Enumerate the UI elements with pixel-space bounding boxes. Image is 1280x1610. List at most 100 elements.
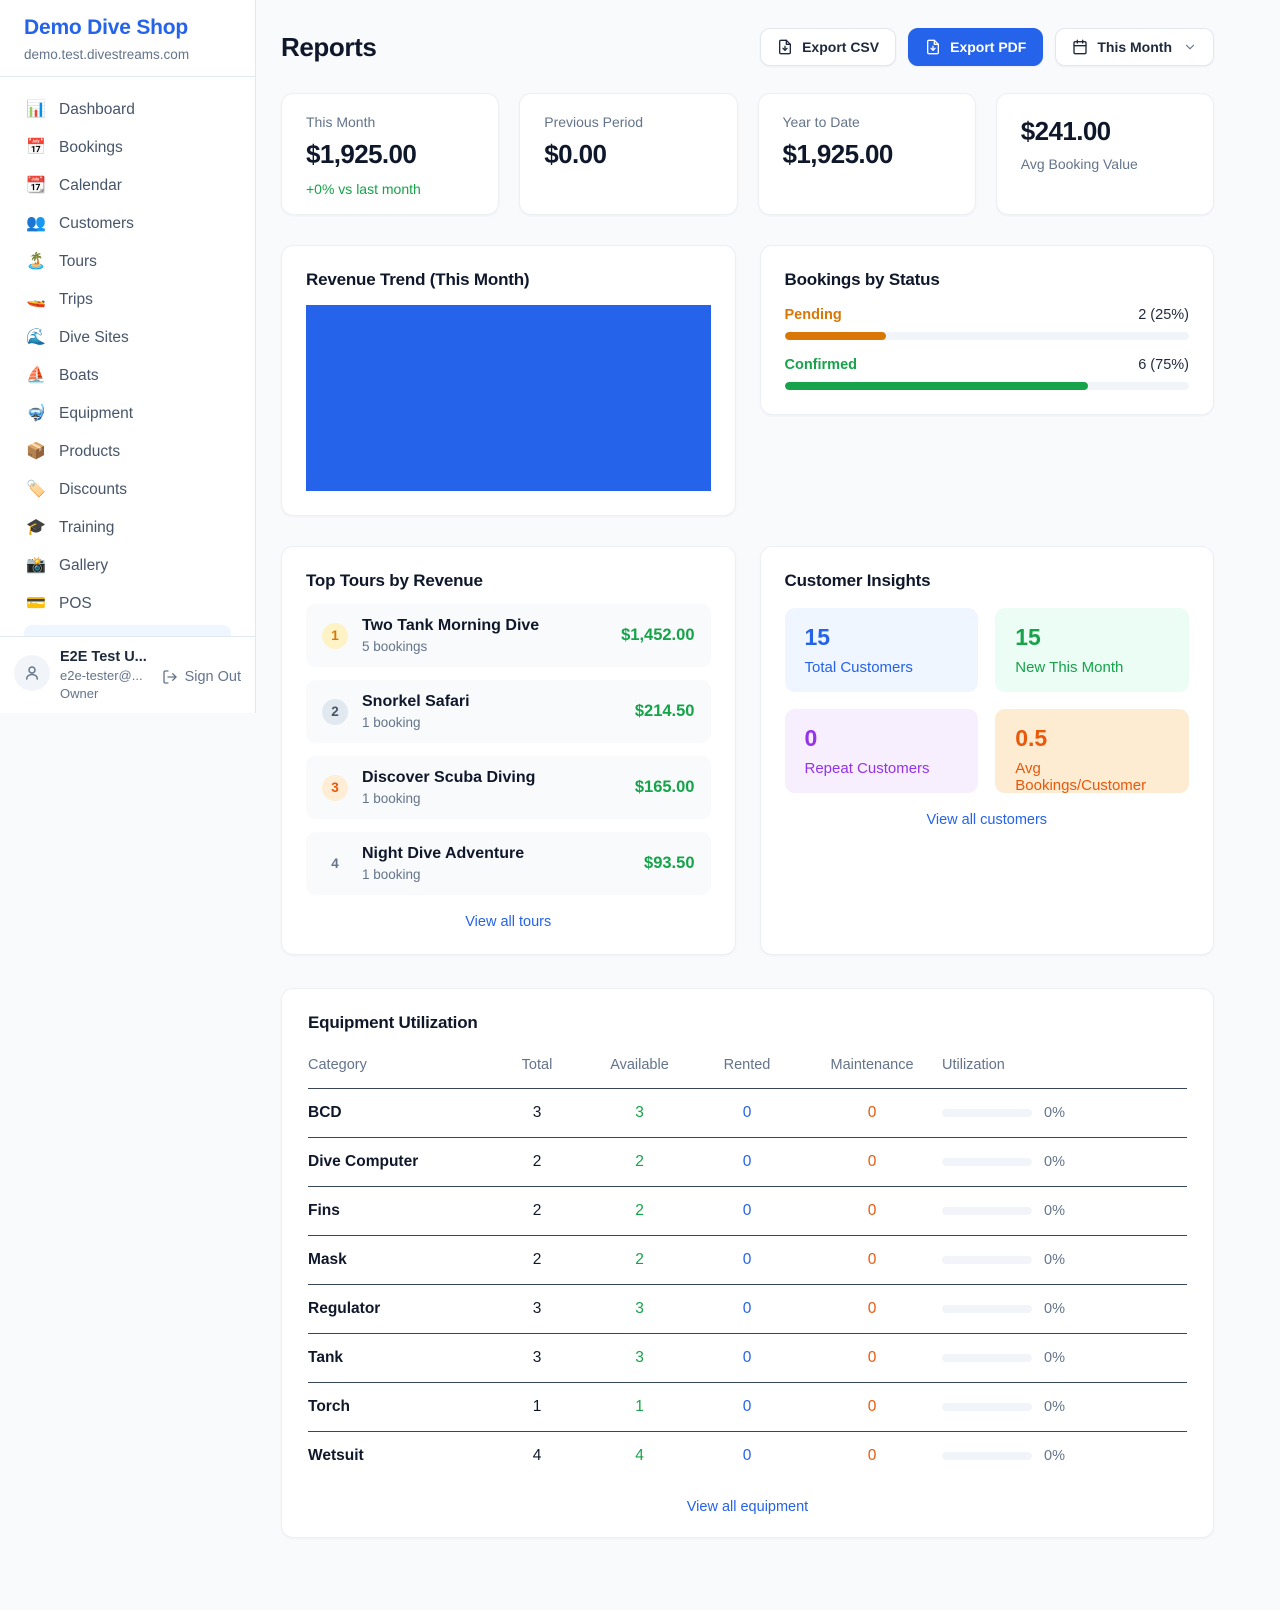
stat-label: Avg Booking Value	[1020, 156, 1138, 172]
tour-bookings: 1 booking	[362, 715, 421, 730]
sidebar-item-discounts[interactable]: 🏷️ Discounts	[12, 471, 243, 509]
stat-card-year-to-date: Year to Date $1,925.00	[757, 93, 976, 215]
period-dropdown[interactable]: This Month	[1055, 28, 1214, 66]
utilization-bar	[942, 1403, 1032, 1411]
cell-utilization: 0%	[942, 1186, 1187, 1236]
cell-maintenance: 0	[802, 1333, 942, 1383]
sidebar-item-calendar[interactable]: 📆 Calendar	[12, 167, 243, 205]
cell-total: 3	[487, 1284, 587, 1334]
revenue-trend-card: Revenue Trend (This Month)	[281, 245, 736, 516]
sidebar-item-label: POS	[59, 595, 92, 612]
col-category: Category	[308, 1047, 487, 1089]
stat-value: $0.00	[544, 139, 607, 169]
sidebar-item-boats[interactable]: ⛵ Boats	[12, 357, 243, 395]
sidebar-item-customers[interactable]: 👥 Customers	[12, 205, 243, 243]
bookings-by-status-card: Bookings by Status Pending 2 (25%) Confi…	[759, 245, 1214, 415]
calendar-icon: 📆	[26, 177, 46, 194]
diving-mask-icon: 🤿	[26, 405, 46, 422]
sidebar-item-dashboard[interactable]: 📊 Dashboard	[12, 91, 243, 129]
export-pdf-button[interactable]: Export PDF	[908, 28, 1044, 66]
mid-row: Top Tours by Revenue 1 Two Tank Morning …	[281, 546, 1214, 955]
view-all-equipment-link[interactable]: View all equipment	[686, 1499, 809, 1515]
table-row: Fins 2 2 0 0 0%	[308, 1186, 1187, 1236]
sidebar-item-label: Boats	[59, 367, 99, 384]
graduation-cap-icon: 🎓	[26, 519, 46, 536]
tour-name: Two Tank Morning Dive	[362, 617, 540, 634]
cell-available: 3	[587, 1333, 692, 1383]
cell-category: Wetsuit	[308, 1447, 364, 1464]
sidebar-item-bookings[interactable]: 📅 Bookings	[12, 129, 243, 167]
cell-available: 3	[587, 1284, 692, 1334]
view-all-tours-link[interactable]: View all tours	[465, 914, 552, 930]
sidebar-item-tours[interactable]: 🏝️ Tours	[12, 243, 243, 281]
calendar-icon	[1073, 39, 1088, 55]
revenue-trend-title: Revenue Trend (This Month)	[306, 270, 530, 289]
table-row: Regulator 3 3 0 0 0%	[308, 1284, 1187, 1334]
cell-utilization: 0%	[942, 1382, 1187, 1432]
cell-available: 1	[587, 1382, 692, 1432]
header-actions: Export CSV Export PDF This Month	[760, 28, 1214, 66]
sign-out-button[interactable]: Sign Out	[162, 669, 241, 685]
cell-utilization: 0%	[942, 1284, 1187, 1334]
utilization-percent: 0%	[1044, 1203, 1065, 1219]
calendar-date-icon: 📅	[26, 139, 46, 156]
cell-maintenance: 0	[802, 1235, 942, 1285]
tour-row[interactable]: 1 Two Tank Morning Dive 5 bookings $1,45…	[306, 604, 711, 667]
tag-icon: 🏷️	[26, 481, 46, 498]
stat-change: +0% vs last month	[306, 181, 421, 197]
tour-revenue: $214.50	[634, 702, 695, 720]
stat-label: Previous Period	[544, 114, 644, 130]
insight-tile-total-customers: 15 Total Customers	[784, 608, 979, 692]
rank-badge: 2	[322, 698, 348, 725]
sidebar-item-gallery[interactable]: 📸 Gallery	[12, 547, 243, 585]
insight-value: 0	[804, 725, 818, 751]
sidebar-item-pos[interactable]: 💳 POS	[12, 585, 243, 623]
sidebar-item-equipment[interactable]: 🤿 Equipment	[12, 395, 243, 433]
tour-row[interactable]: 2 Snorkel Safari 1 booking $214.50	[306, 680, 711, 743]
table-row: Dive Computer 2 2 0 0 0%	[308, 1137, 1187, 1187]
view-all-customers-link[interactable]: View all customers	[926, 812, 1048, 828]
top-tours-title: Top Tours by Revenue	[306, 571, 483, 590]
dashboard-icon: 📊	[26, 101, 46, 118]
tour-revenue: $165.00	[634, 778, 695, 796]
charts-row: Revenue Trend (This Month) Bookings by S…	[281, 245, 1214, 516]
cell-maintenance: 0	[802, 1186, 942, 1236]
cell-utilization: 0%	[942, 1088, 1187, 1138]
stat-value: $1,925.00	[306, 139, 417, 169]
sidebar-item-label: Training	[59, 519, 115, 536]
sign-out-label: Sign Out	[184, 669, 241, 685]
file-download-icon	[927, 39, 940, 55]
tour-row[interactable]: 3 Discover Scuba Diving 1 booking $165.0…	[306, 756, 711, 819]
stat-card-this-month: This Month $1,925.00 +0% vs last month	[281, 93, 500, 215]
sidebar-item-training[interactable]: 🎓 Training	[12, 509, 243, 547]
sidebar-item-products[interactable]: 📦 Products	[12, 433, 243, 471]
utilization-bar	[942, 1305, 1032, 1313]
utilization-bar	[942, 1207, 1032, 1215]
rank-badge: 4	[331, 856, 339, 871]
credit-card-icon: 💳	[26, 595, 46, 612]
cell-rented: 0	[692, 1235, 802, 1285]
export-csv-button[interactable]: Export CSV	[760, 28, 897, 66]
status-bar-track	[784, 382, 1189, 390]
cell-available: 3	[587, 1088, 692, 1138]
status-label-pending: Pending	[784, 307, 842, 323]
cell-total: 4	[532, 1447, 542, 1464]
sidebar-nav: 📊 Dashboard 📅 Bookings 📆 Calendar 👥 Cust…	[0, 77, 255, 636]
insight-label: Total Customers	[804, 659, 913, 676]
cell-rented: 0	[742, 1447, 752, 1464]
sidebar-header: Demo Dive Shop demo.test.divestreams.com	[0, 0, 255, 77]
equipment-utilization-card: Equipment Utilization Category Total Ava…	[281, 988, 1214, 1538]
table-row: Tank 3 3 0 0 0%	[308, 1333, 1187, 1383]
tour-bookings: 1 booking	[362, 867, 421, 882]
sidebar-item-trips[interactable]: 🚤 Trips	[12, 281, 243, 319]
cell-utilization: 0%	[942, 1137, 1187, 1187]
sidebar-item-reports-partial[interactable]	[24, 625, 231, 636]
stat-card-previous-period: Previous Period $0.00	[519, 93, 738, 215]
sidebar-item-dive-sites[interactable]: 🌊 Dive Sites	[12, 319, 243, 357]
cell-rented: 0	[692, 1186, 802, 1236]
page-title: Reports	[281, 31, 377, 62]
user-role: Owner	[60, 686, 99, 701]
tour-row[interactable]: 4 Night Dive Adventure 1 booking $93.50	[306, 832, 711, 895]
stat-label: Year to Date	[782, 114, 860, 130]
cell-rented: 0	[692, 1088, 802, 1138]
